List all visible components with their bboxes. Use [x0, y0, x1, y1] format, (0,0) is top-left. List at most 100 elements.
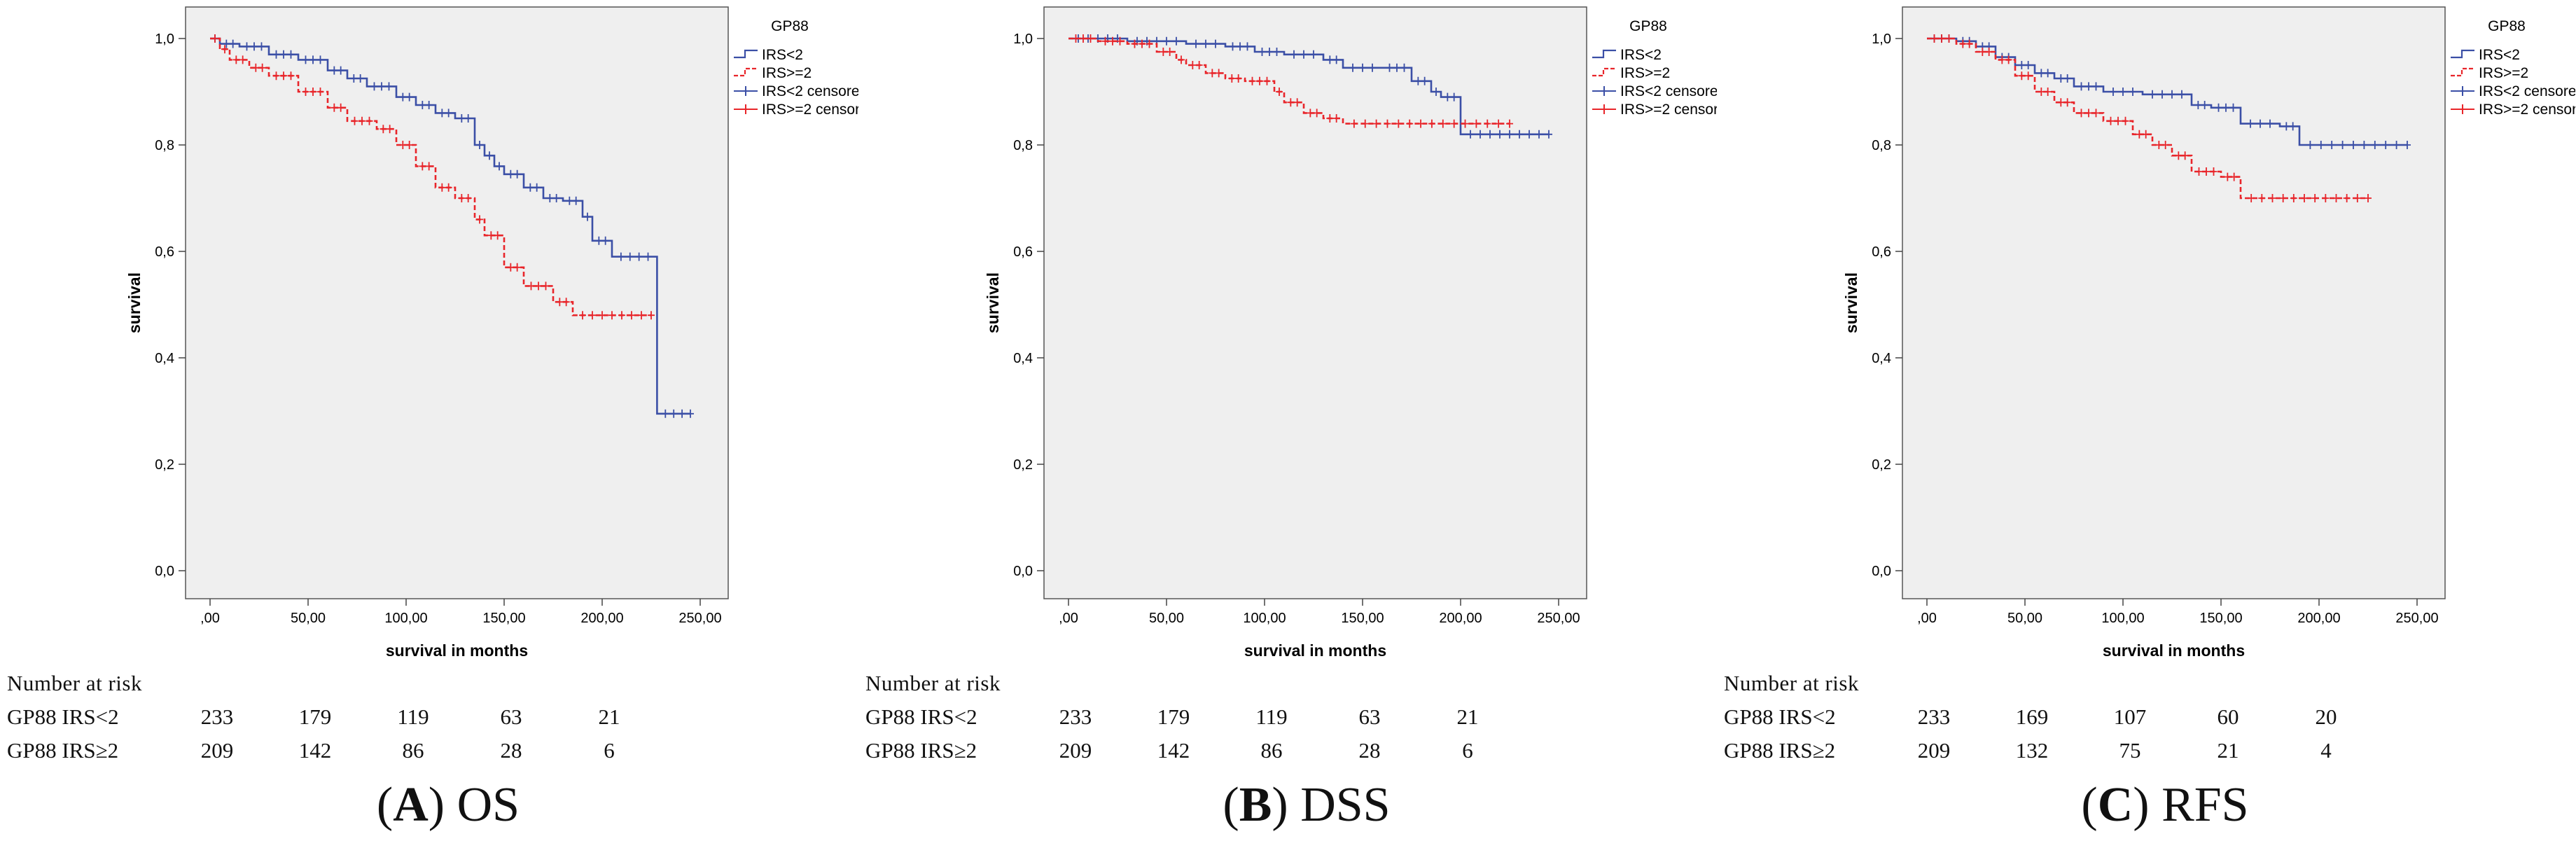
censor-mark: [419, 162, 426, 171]
censor-mark: [351, 116, 358, 125]
censor-mark: [365, 116, 373, 125]
censor-mark: [1444, 92, 1451, 102]
censor-mark: [1209, 69, 1216, 78]
x-tick-label: 100,00: [1243, 611, 1286, 626]
censor-mark: [1495, 119, 1503, 128]
censor-mark: [337, 103, 344, 112]
censor-mark: [1173, 36, 1180, 46]
censor-mark: [2311, 194, 2319, 202]
censor-mark: [464, 114, 472, 123]
risk-value: 119: [397, 704, 429, 729]
censor-mark: [476, 141, 483, 149]
censor-mark: [243, 42, 251, 51]
risk-value: 4: [2320, 738, 2332, 763]
y-tick-label: 0,8: [1872, 138, 1891, 153]
censor-mark: [595, 236, 603, 245]
censor-mark: [1369, 63, 1376, 72]
censor-mark: [507, 169, 515, 179]
censor-mark: [2382, 141, 2390, 149]
censor-mark: [399, 92, 407, 102]
censor-mark: [405, 141, 413, 149]
censor-mark: [2136, 130, 2143, 139]
censor-mark: [223, 39, 230, 48]
censor-mark: [2129, 88, 2136, 96]
censor-mark: [2107, 116, 2115, 125]
censor-mark: [2203, 167, 2210, 176]
risk-row-label: GP88 IRS≥2: [1724, 738, 1836, 763]
censor-mark: [1248, 76, 1256, 85]
y-axis-label: survival: [125, 272, 144, 333]
panel-caption-b: (B) DSS: [1223, 778, 1391, 832]
survival-curve-irs-low: [1068, 37, 1549, 136]
censor-mark: [1414, 76, 1422, 85]
censor-mark: [1406, 119, 1414, 128]
censor-mark: [1484, 119, 1491, 128]
censor-mark: [556, 298, 564, 307]
censor-mark: [445, 183, 452, 192]
censor-mark: [1101, 36, 1109, 46]
censor-mark: [419, 101, 426, 109]
legend-entry: IRS>=2 censored: [762, 102, 858, 118]
x-tick-label: 50,00: [2007, 611, 2042, 626]
legend-swatch: [1592, 86, 1616, 96]
risk-value: 142: [1157, 738, 1190, 763]
censor-mark: [487, 231, 495, 240]
censor-mark: [1477, 130, 1484, 139]
censor-mark: [1417, 119, 1425, 128]
legend-entry: IRS<2: [762, 47, 803, 63]
legend-entry: IRS<2 censored: [2479, 83, 2575, 99]
censor-mark: [494, 231, 501, 240]
censor-mark: [2201, 101, 2208, 109]
y-tick-label: 1,0: [1013, 32, 1033, 47]
panel-letter: C: [2097, 778, 2133, 832]
panel-name: RFS: [2161, 778, 2249, 832]
y-tick-label: 0,0: [155, 564, 174, 579]
censor-mark: [239, 55, 246, 64]
panel-name: OS: [457, 778, 520, 832]
censor-mark: [425, 162, 433, 171]
censor-mark: [1192, 39, 1199, 48]
censor-mark: [1178, 55, 1185, 64]
km-plot-c: 0,0 0,2 0,4 0,6 0,8 1,0 ,00 50,00 100,00 150,00 20…: [1842, 6, 2575, 660]
censor-mark: [1195, 61, 1203, 69]
censor-mark: [2283, 122, 2290, 131]
censor-mark: [1959, 39, 1967, 48]
censor-mark: [258, 42, 265, 51]
censor-mark: [2057, 98, 2065, 107]
censor-mark: [1985, 48, 1993, 56]
censor-mark: [626, 252, 634, 261]
censor-mark: [221, 45, 228, 54]
censor-mark: [1307, 109, 1314, 118]
censor-mark: [1506, 119, 1513, 128]
y-axis-label: survival: [1842, 272, 1860, 333]
censor-mark: [1109, 36, 1116, 46]
censor-mark: [2257, 119, 2264, 128]
risk-table-a: Number at risk GP88 IRS<2 233 179 119 63…: [7, 671, 637, 769]
censor-mark: [425, 101, 433, 109]
legend-swatch: [2451, 104, 2474, 114]
risk-value: 21: [598, 704, 620, 729]
censor-mark: [562, 298, 570, 307]
panel-letter: B: [1239, 778, 1272, 832]
x-tick-label: 200,00: [1439, 611, 1482, 626]
censor-mark: [1496, 130, 1503, 139]
censor-mark: [1310, 50, 1317, 59]
censor-mark: [1332, 55, 1340, 64]
x-tick-label: 100,00: [384, 611, 427, 626]
censor-mark: [2119, 88, 2126, 96]
risk-value: 169: [2015, 704, 2049, 729]
censor-mark: [2024, 71, 2032, 81]
censor-mark: [2159, 90, 2166, 99]
km-plot-a: 0,0 0,2 0,4 0,6 0,8 1,0 ,00 50,00 100,00 150,00 20…: [125, 6, 858, 660]
plot-area: [185, 6, 729, 599]
censor-mark: [370, 82, 378, 91]
censor-mark: [2306, 141, 2314, 149]
censor-mark: [2322, 194, 2330, 202]
x-tick-label: 250,00: [1537, 611, 1580, 626]
risk-value: 233: [200, 704, 234, 729]
censor-mark: [542, 281, 550, 291]
censor-mark: [1139, 39, 1146, 48]
y-tick-label: 0,8: [155, 138, 174, 153]
x-tick-label: ,00: [1059, 611, 1078, 626]
censor-mark: [1293, 98, 1301, 107]
